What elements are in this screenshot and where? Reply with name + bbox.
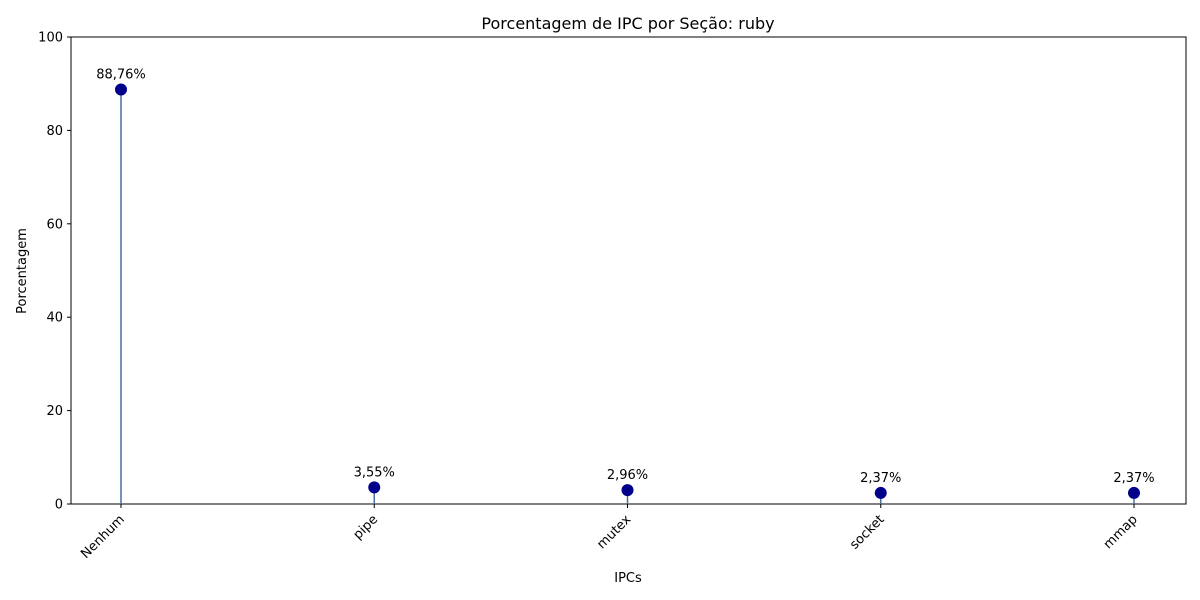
lollipop-point bbox=[1128, 486, 1140, 499]
x-tick-label: mutex bbox=[594, 512, 634, 552]
x-tick-label: socket bbox=[847, 512, 887, 552]
y-tick-label: 60 bbox=[46, 217, 63, 232]
y-axis-label: Porcentagem bbox=[15, 228, 30, 314]
x-tick-label: pipe bbox=[351, 512, 381, 542]
y-axis: 0 20 40 60 80 100 bbox=[38, 31, 71, 513]
data-label: 88,76% bbox=[96, 67, 146, 82]
lollipop-point bbox=[115, 83, 127, 96]
chart-title: Porcentagem de IPC por Seção: ruby bbox=[481, 14, 774, 33]
x-axis: Nenhum pipe mutex socket mmap bbox=[78, 504, 1141, 562]
x-tick-label: Nenhum bbox=[78, 512, 128, 562]
y-tick-label: 20 bbox=[46, 404, 63, 419]
data-marks: 88,76% 3,55% 2,96% 2,37% 2,37% bbox=[96, 67, 1155, 504]
data-label: 3,55% bbox=[354, 465, 395, 480]
y-tick-label: 40 bbox=[46, 311, 63, 326]
x-tick-label: mmap bbox=[1101, 512, 1141, 552]
lollipop-point bbox=[368, 481, 381, 494]
data-label: 2,96% bbox=[607, 468, 648, 483]
data-label: 2,37% bbox=[860, 471, 901, 486]
lollipop-point bbox=[874, 486, 887, 499]
y-tick-label: 80 bbox=[46, 124, 63, 139]
data-label: 2,37% bbox=[1113, 471, 1154, 486]
plot-area bbox=[70, 36, 1187, 505]
y-tick-label: 0 bbox=[55, 498, 63, 513]
x-axis-label: IPCs bbox=[614, 571, 642, 586]
y-tick-label: 100 bbox=[38, 31, 63, 46]
lollipop-point bbox=[621, 484, 634, 497]
